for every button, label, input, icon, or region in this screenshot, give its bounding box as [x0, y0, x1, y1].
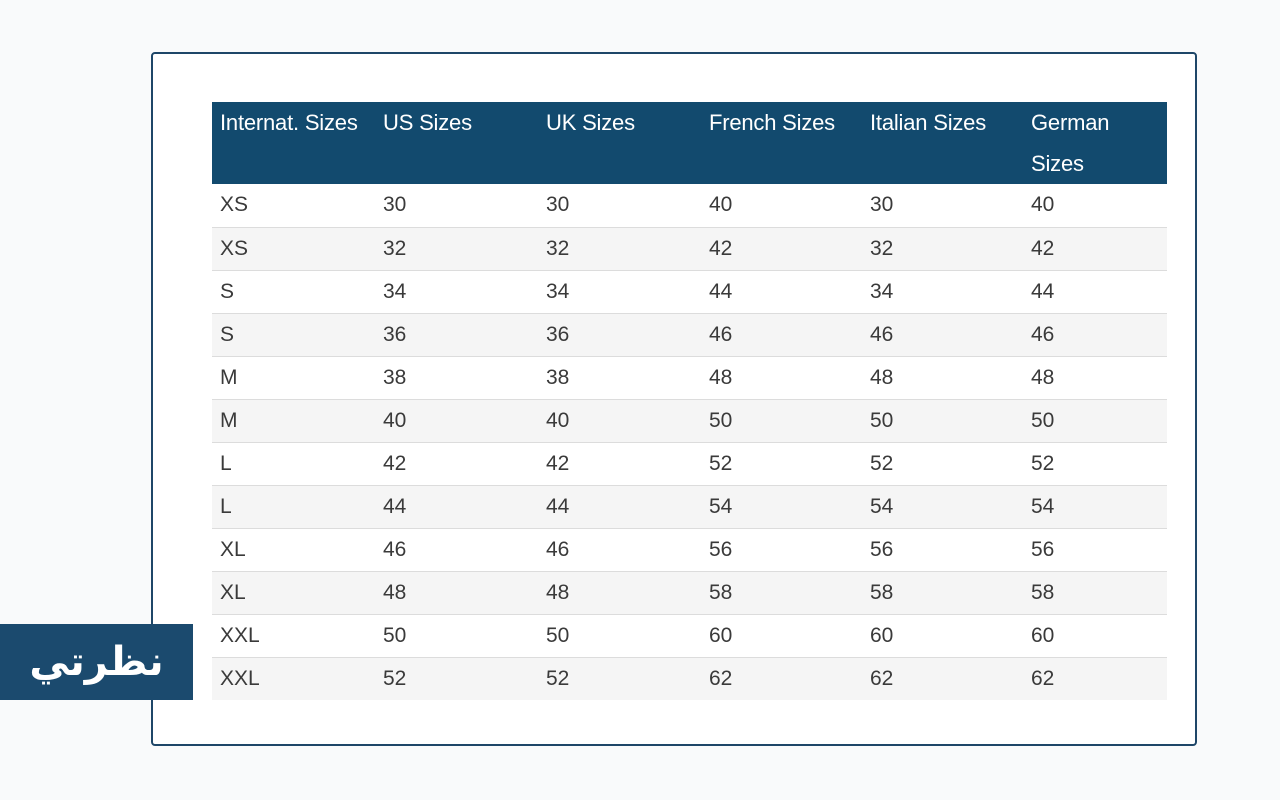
table-cell: 58: [1023, 570, 1167, 614]
table-cell: 50: [701, 398, 862, 442]
table-cell: 62: [701, 656, 862, 700]
table-cell: 58: [701, 570, 862, 614]
table-cell: XL: [212, 570, 375, 614]
table-row: XL 48 48 58 58 58: [212, 570, 1167, 614]
table-cell: 38: [375, 355, 538, 399]
site-logo-badge: نظرتي: [0, 624, 193, 700]
table-row: XS 32 32 42 32 42: [212, 226, 1167, 270]
table-cell: 32: [538, 226, 701, 270]
table-cell: 30: [862, 184, 1023, 227]
table-cell: 34: [862, 269, 1023, 313]
table-cell: 54: [1023, 484, 1167, 528]
table-cell: 40: [1023, 184, 1167, 227]
table-row: XL 46 46 56 56 56: [212, 527, 1167, 571]
table-cell: 48: [375, 570, 538, 614]
table-cell: 46: [862, 312, 1023, 356]
column-header: US Sizes: [383, 110, 472, 135]
table-cell: 32: [862, 226, 1023, 270]
table-cell: 60: [1023, 613, 1167, 657]
table-body: XS 30 30 40 30 40 XS 32 32 42 32 42 S 34 34 44 34 44 S 36 36…: [212, 184, 1167, 700]
table-cell: 48: [701, 355, 862, 399]
table-cell: 42: [375, 441, 538, 485]
table-cell: 48: [538, 570, 701, 614]
table-cell: M: [212, 398, 375, 442]
table-cell: 46: [1023, 312, 1167, 356]
table-cell: 50: [375, 613, 538, 657]
size-conversion-table: Internat. Sizes US Sizes UK Sizes French…: [212, 102, 1167, 700]
table-cell: 50: [538, 613, 701, 657]
table-row: S 36 36 46 46 46: [212, 312, 1167, 356]
table-cell: 56: [1023, 527, 1167, 571]
table-cell: 30: [538, 184, 701, 227]
column-header: UK Sizes: [546, 110, 635, 135]
table-cell: 46: [538, 527, 701, 571]
table-cell: 52: [701, 441, 862, 485]
table-cell: 30: [375, 184, 538, 227]
table-row: XS 30 30 40 30 40: [212, 184, 1167, 227]
table-cell: 42: [701, 226, 862, 270]
table-cell: 50: [1023, 398, 1167, 442]
table-cell: 34: [375, 269, 538, 313]
table-cell: 54: [862, 484, 1023, 528]
table-header: Internat. Sizes US Sizes UK Sizes French…: [212, 102, 1167, 184]
table-cell: 44: [1023, 269, 1167, 313]
table-cell: 46: [701, 312, 862, 356]
column-header: French Sizes: [709, 110, 835, 135]
table-cell: 52: [1023, 441, 1167, 485]
table-row: M 38 38 48 48 48: [212, 355, 1167, 399]
table-cell: 46: [375, 527, 538, 571]
table-cell: 42: [1023, 226, 1167, 270]
column-header: German Sizes: [1031, 110, 1110, 176]
table-cell: L: [212, 441, 375, 485]
table-cell: 58: [862, 570, 1023, 614]
table-cell: M: [212, 355, 375, 399]
header-row: Internat. Sizes US Sizes UK Sizes French…: [212, 102, 1167, 184]
column-header: Italian Sizes: [870, 110, 987, 135]
table-cell: 38: [538, 355, 701, 399]
logo-text: نظرتي: [29, 639, 164, 685]
column-header: Internat. Sizes: [220, 110, 358, 135]
table-cell: 52: [862, 441, 1023, 485]
table-cell: 36: [538, 312, 701, 356]
table-cell: 44: [701, 269, 862, 313]
table-cell: XS: [212, 184, 375, 227]
table-cell: 36: [375, 312, 538, 356]
table-cell: XL: [212, 527, 375, 571]
table-cell: 44: [538, 484, 701, 528]
table-cell: 52: [538, 656, 701, 700]
table-row: S 34 34 44 34 44: [212, 269, 1167, 313]
table-row: L 44 44 54 54 54: [212, 484, 1167, 528]
table-row: L 42 42 52 52 52: [212, 441, 1167, 485]
table-cell: 62: [862, 656, 1023, 700]
size-chart-container: Internat. Sizes US Sizes UK Sizes French…: [193, 92, 1181, 707]
table-cell: 40: [375, 398, 538, 442]
table-cell: 44: [375, 484, 538, 528]
table-cell: XXL: [212, 656, 375, 700]
table-cell: 42: [538, 441, 701, 485]
table-cell: 48: [1023, 355, 1167, 399]
table-cell: 34: [538, 269, 701, 313]
table-cell: 56: [862, 527, 1023, 571]
table-row: M 40 40 50 50 50: [212, 398, 1167, 442]
table-cell: XS: [212, 226, 375, 270]
table-cell: 40: [701, 184, 862, 227]
table-cell: 50: [862, 398, 1023, 442]
table-cell: 40: [538, 398, 701, 442]
table-cell: 62: [1023, 656, 1167, 700]
table-cell: 56: [701, 527, 862, 571]
table-cell: 48: [862, 355, 1023, 399]
table-cell: S: [212, 312, 375, 356]
table-cell: 52: [375, 656, 538, 700]
table-row: XXL 52 52 62 62 62: [212, 656, 1167, 700]
table-cell: XXL: [212, 613, 375, 657]
table-cell: S: [212, 269, 375, 313]
table-cell: 32: [375, 226, 538, 270]
table-row: XXL 50 50 60 60 60: [212, 613, 1167, 657]
table-cell: 54: [701, 484, 862, 528]
table-cell: 60: [862, 613, 1023, 657]
table-cell: 60: [701, 613, 862, 657]
table-cell: L: [212, 484, 375, 528]
